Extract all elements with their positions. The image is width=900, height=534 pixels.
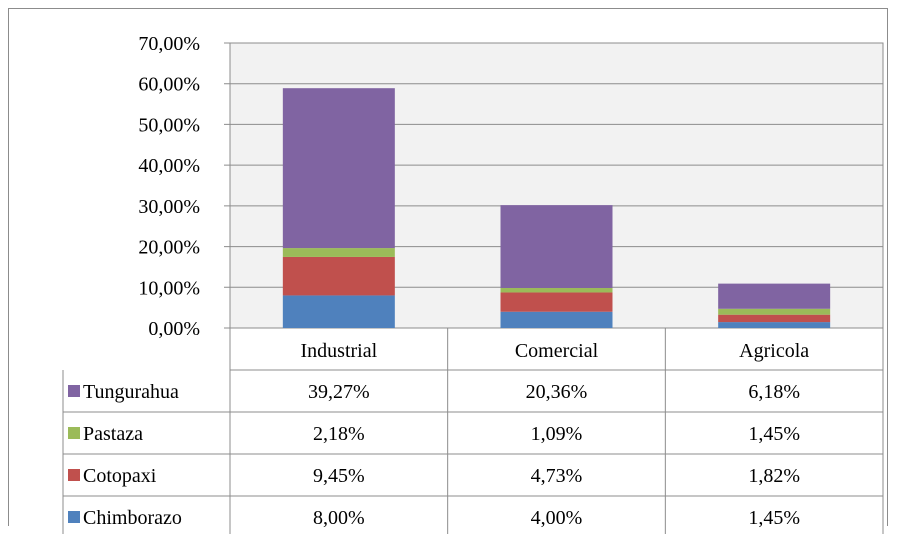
legend-key-pastaza <box>68 427 80 439</box>
bar-tungurahua-comercial <box>500 205 613 289</box>
data-label: 2,18% <box>313 423 365 445</box>
data-label: 1,45% <box>748 423 800 445</box>
y-tick-label: 60,00% <box>138 74 200 96</box>
legend-key-cotopaxi <box>68 469 80 481</box>
bar-pastaza-comercial <box>500 288 613 293</box>
bar-cotopaxi-agricola <box>718 314 831 323</box>
bar-cotopaxi-industrial <box>282 256 395 296</box>
bar-chimborazo-comercial <box>500 311 613 328</box>
bar-chimborazo-agricola <box>718 322 831 328</box>
data-label: 1,82% <box>748 465 800 487</box>
y-tick-label: 50,00% <box>138 114 200 136</box>
data-label: 9,45% <box>313 465 365 487</box>
data-label: 6,18% <box>748 381 800 403</box>
y-tick-label: 30,00% <box>138 196 200 218</box>
legend-label: Tungurahua <box>83 381 179 403</box>
data-label: 4,73% <box>531 465 583 487</box>
category-label: Industrial <box>301 340 378 362</box>
bar-chimborazo-industrial <box>282 295 395 328</box>
data-label: 4,00% <box>531 507 583 529</box>
data-label: 20,36% <box>526 381 588 403</box>
category-label: Comercial <box>515 340 599 362</box>
bar-cotopaxi-comercial <box>500 292 613 312</box>
legend-label: Pastaza <box>83 423 143 445</box>
y-tick-label: 10,00% <box>138 277 200 299</box>
y-tick-label: 20,00% <box>138 237 200 259</box>
bar-tungurahua-agricola <box>718 283 831 309</box>
y-tick-label: 70,00% <box>138 33 200 55</box>
y-tick-label: 0,00% <box>148 318 200 340</box>
legend-key-chimborazo <box>68 511 80 523</box>
bar-pastaza-industrial <box>282 248 395 257</box>
data-label: 8,00% <box>313 507 365 529</box>
category-label: Agricola <box>739 340 809 362</box>
legend-label: Cotopaxi <box>83 465 157 487</box>
y-tick-label: 40,00% <box>138 155 200 177</box>
bar-pastaza-agricola <box>718 308 831 315</box>
legend-label: Chimborazo <box>83 507 182 529</box>
data-label: 1,09% <box>531 423 583 445</box>
bar-tungurahua-industrial <box>282 88 395 249</box>
data-label: 1,45% <box>748 507 800 529</box>
legend-key-tungurahua <box>68 385 80 397</box>
data-label: 39,27% <box>308 381 370 403</box>
